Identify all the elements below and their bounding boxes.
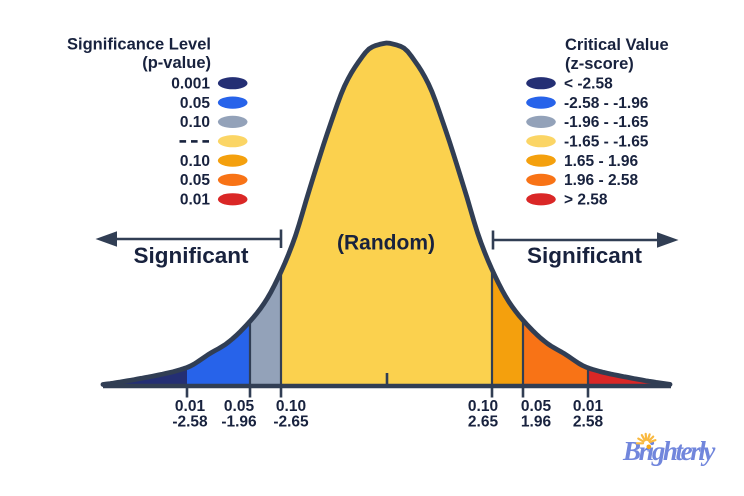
svg-text:0.10: 0.10 bbox=[276, 398, 306, 415]
svg-text:> 2.58: > 2.58 bbox=[564, 192, 608, 209]
svg-text:2.65: 2.65 bbox=[468, 413, 499, 430]
svg-text:0.10: 0.10 bbox=[468, 398, 498, 415]
svg-text:Critical Value: Critical Value bbox=[565, 36, 669, 54]
svg-text:1.96 - 2.58: 1.96 - 2.58 bbox=[564, 172, 638, 189]
svg-text:-1.65 - -1.65: -1.65 - -1.65 bbox=[564, 133, 649, 150]
svg-text:0.01: 0.01 bbox=[180, 192, 211, 209]
svg-text:0.05: 0.05 bbox=[521, 398, 552, 415]
svg-text:-2.58: -2.58 bbox=[172, 413, 208, 430]
svg-text:0.10: 0.10 bbox=[180, 114, 210, 131]
svg-text:-1.96: -1.96 bbox=[221, 413, 257, 430]
svg-text:Significant: Significant bbox=[527, 243, 643, 268]
svg-text:(p-value): (p-value) bbox=[142, 54, 211, 72]
svg-text:0.05: 0.05 bbox=[224, 398, 255, 415]
svg-text:-2.65: -2.65 bbox=[273, 413, 309, 430]
svg-text:1.65 - 1.96: 1.65 - 1.96 bbox=[564, 153, 638, 170]
svg-text:(Random): (Random) bbox=[337, 232, 435, 255]
svg-text:-2.58 - -1.96: -2.58 - -1.96 bbox=[564, 95, 649, 112]
svg-text:Significance Level: Significance Level bbox=[67, 35, 211, 53]
svg-text:2.58: 2.58 bbox=[573, 413, 604, 430]
svg-text:0.05: 0.05 bbox=[180, 172, 211, 189]
svg-text:1.96: 1.96 bbox=[521, 413, 552, 430]
svg-text:0.10: 0.10 bbox=[180, 153, 210, 170]
svg-text:0.05: 0.05 bbox=[180, 95, 211, 112]
svg-text:Brighterly: Brighterly bbox=[622, 436, 716, 466]
svg-text:-1.96 - -1.65: -1.96 - -1.65 bbox=[564, 114, 649, 131]
svg-text:< -2.58: < -2.58 bbox=[564, 75, 613, 92]
svg-text:0.01: 0.01 bbox=[175, 398, 206, 415]
svg-text:(z-score): (z-score) bbox=[565, 55, 634, 73]
svg-text:Significant: Significant bbox=[133, 243, 249, 268]
svg-text:0.001: 0.001 bbox=[171, 75, 210, 92]
svg-text:0.01: 0.01 bbox=[573, 398, 604, 415]
